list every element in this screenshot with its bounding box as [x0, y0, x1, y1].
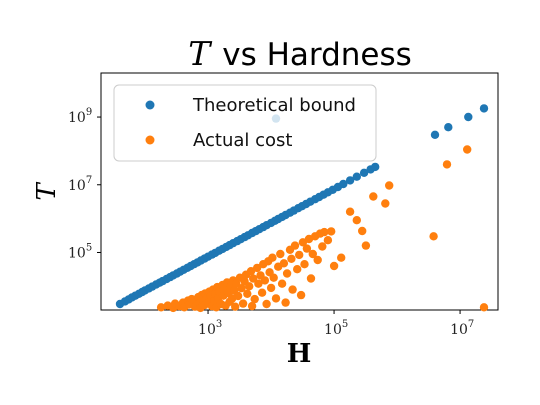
data-point [266, 283, 276, 293]
data-point [293, 265, 302, 274]
data-point [296, 290, 306, 300]
legend-marker-theoretical [145, 100, 155, 110]
data-point [281, 298, 290, 307]
data-point [352, 216, 361, 225]
series-layer [115, 104, 489, 313]
data-point [308, 249, 317, 259]
data-point [271, 294, 281, 303]
legend: Theoretical bound Actual cost [113, 84, 377, 162]
legend-box [113, 84, 377, 162]
data-point [245, 282, 254, 291]
data-point [279, 259, 289, 268]
data-point [243, 289, 252, 298]
chart-title-var: T [188, 34, 213, 73]
data-point [381, 199, 390, 208]
data-point [156, 303, 166, 312]
data-point [257, 288, 267, 297]
data-point [237, 284, 246, 293]
data-point [442, 160, 452, 169]
data-point [359, 168, 369, 177]
chart-title: T vs Hardness [188, 34, 412, 73]
data-point [464, 112, 473, 122]
data-point [369, 192, 378, 201]
plot-area [100, 72, 499, 311]
data-point [352, 172, 361, 181]
data-point [329, 261, 339, 271]
data-point [282, 269, 292, 278]
data-point [277, 279, 287, 288]
data-point [290, 241, 300, 250]
y-tick-label: 105 [68, 242, 92, 261]
data-point [479, 303, 489, 312]
data-point [302, 244, 312, 253]
data-point [269, 273, 278, 282]
data-point [306, 274, 316, 283]
data-point [287, 254, 296, 263]
x-axis-label: H [287, 339, 312, 369]
data-point [345, 207, 355, 216]
data-point [358, 226, 367, 236]
chart-title-rest: vs Hardness [222, 37, 412, 73]
data-point [252, 263, 262, 273]
series-theoretical-bound [115, 104, 489, 309]
data-point [250, 294, 259, 304]
series-actual-cost [156, 145, 489, 313]
legend-label-actual: Actual cost [193, 130, 292, 151]
data-point [479, 104, 489, 113]
data-point [276, 249, 285, 259]
data-point [371, 162, 380, 172]
x-tick-label: 105 [324, 319, 348, 338]
data-point [444, 123, 453, 132]
data-point [327, 227, 336, 236]
ticks-layer: 103 105 107 105 107 109 [68, 107, 474, 338]
data-point [430, 130, 440, 139]
data-point [268, 253, 277, 262]
y-tick-label: 109 [68, 107, 92, 126]
data-point [385, 181, 394, 190]
data-point [288, 285, 297, 294]
x-tick-label: 103 [198, 319, 222, 338]
data-point [262, 299, 271, 309]
y-tick-label: 107 [68, 175, 92, 194]
x-tick-label: 107 [450, 319, 474, 338]
data-point [254, 279, 263, 288]
data-point [231, 302, 240, 311]
data-point [429, 232, 438, 241]
y-axis-label: T [32, 182, 62, 201]
data-point [295, 250, 304, 260]
data-point [247, 301, 257, 311]
data-point [361, 241, 371, 250]
data-point [345, 176, 355, 185]
data-point [249, 274, 258, 283]
data-point [323, 236, 333, 245]
data-point [339, 179, 348, 189]
data-point [238, 299, 248, 308]
data-point [318, 242, 327, 251]
data-point [300, 260, 309, 269]
data-point [233, 291, 243, 301]
data-point [463, 145, 472, 154]
data-point [320, 227, 329, 237]
legend-marker-actual [145, 135, 155, 145]
data-point [337, 253, 346, 262]
data-point [260, 276, 270, 285]
data-point [313, 255, 322, 265]
legend-label-theoretical: Theoretical bound [192, 95, 356, 116]
